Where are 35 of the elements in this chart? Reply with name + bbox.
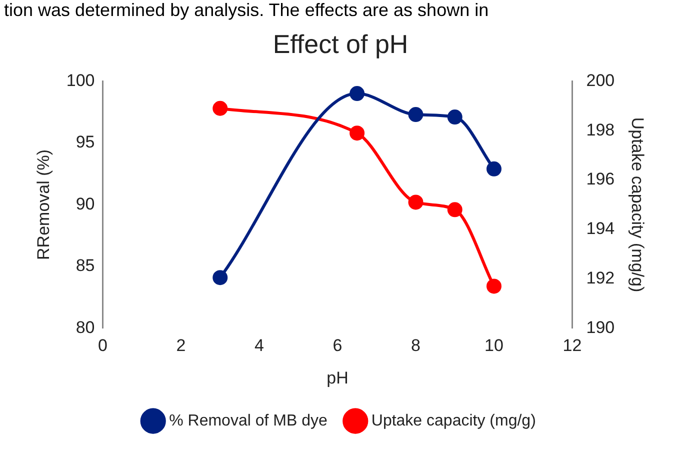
y2-tick-label: 190 — [586, 318, 615, 337]
point — [408, 194, 424, 210]
y-tick-label: 90 — [76, 194, 95, 214]
y2-axis-title: Uptake capacity (mg/g) — [628, 117, 648, 292]
y2-tick-label: 198 — [586, 120, 615, 140]
y-tick-label: 95 — [76, 132, 95, 152]
point — [486, 161, 502, 176]
x-axis-title: pH — [326, 368, 348, 388]
y2-tick-label: 192 — [586, 268, 615, 288]
x-tick-label: 8 — [411, 336, 420, 356]
legend-label: % Removal of MB dye — [169, 412, 328, 430]
y-tick-label: 100 — [66, 70, 95, 90]
point — [350, 126, 365, 141]
point — [350, 86, 365, 102]
point — [212, 270, 228, 286]
y2-tick-label: 200 — [586, 70, 615, 90]
x-tick-label: 6 — [332, 336, 342, 356]
chart-title: Effect of pH — [272, 28, 408, 59]
y2-tick-label: 196 — [586, 170, 615, 189]
point — [212, 100, 228, 116]
point — [486, 278, 502, 294]
point — [447, 110, 462, 125]
y-axis-title: RRemoval (%) — [34, 149, 53, 260]
x-tick-label: 4 — [254, 336, 264, 356]
point — [408, 107, 424, 122]
x-tick-label: 2 — [176, 336, 186, 356]
text: tion was determined by analysis. The effects are as shown in — [4, 0, 489, 20]
y-tick-label: 85 — [76, 256, 95, 276]
x-tick-label: 12 — [562, 336, 582, 356]
y2-tick-label: 194 — [586, 219, 615, 238]
x-tick-label: 10 — [484, 336, 504, 356]
y-tick-label: 80 — [76, 318, 95, 337]
x-tick-label: 0 — [98, 336, 108, 356]
point — [447, 202, 462, 218]
legend-label: Uptake capacity (mg/g) — [371, 412, 536, 430]
